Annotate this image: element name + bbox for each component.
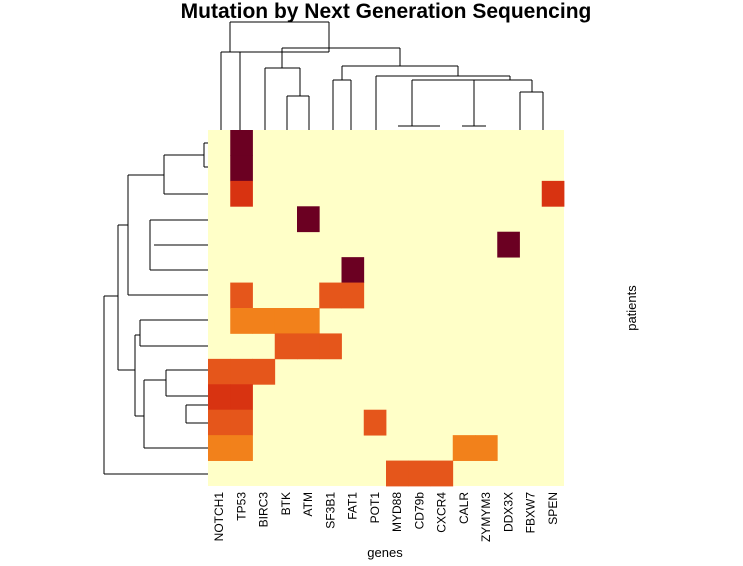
column-tick-label: BTK <box>279 492 293 515</box>
heatmap-cell <box>252 358 276 385</box>
x-axis-label: genes <box>367 545 403 560</box>
heatmap-cell <box>319 282 342 309</box>
column-tick-label: ATM <box>301 492 315 516</box>
heatmap-cell <box>230 435 253 461</box>
column-tick-label: SF3B1 <box>323 492 337 529</box>
column-tick-label: DDX3X <box>501 492 515 532</box>
heatmap-cell <box>208 435 231 461</box>
heatmap-cell <box>230 358 253 385</box>
heatmap-cell <box>274 333 298 360</box>
column-tick-label: FBXW7 <box>524 492 538 534</box>
heatmap-cell <box>252 308 276 334</box>
heatmap-cell <box>230 384 253 411</box>
column-tick-label: CD79b <box>412 492 426 530</box>
heatmap-cell <box>541 180 565 207</box>
heatmap-cell <box>408 460 431 487</box>
column-dendrogram <box>220 21 544 130</box>
column-tick-label: CALR <box>457 492 471 524</box>
heatmap-cell <box>230 282 253 309</box>
column-tick-label: MYD88 <box>390 492 404 532</box>
heatmap-cell <box>475 435 498 461</box>
row-dendrogram <box>103 142 208 475</box>
heatmap-cell <box>341 257 365 283</box>
heatmap-cells <box>208 130 565 487</box>
heatmap-cell <box>497 231 520 258</box>
column-tick-label: FAT1 <box>346 492 360 520</box>
heatmap-cell <box>297 333 320 360</box>
heatmap-cell <box>230 308 253 334</box>
heatmap-cell <box>341 282 365 309</box>
heatmap-cell <box>230 180 253 207</box>
column-tick-label: NOTCH1 <box>212 492 226 542</box>
column-tick-label: POT1 <box>368 492 382 524</box>
heatmap-cell <box>297 308 320 334</box>
heatmap-cell <box>274 308 298 334</box>
heatmap-cell <box>319 333 342 360</box>
heatmap-cell <box>230 409 253 436</box>
column-tick-label: CXCR4 <box>435 492 449 533</box>
chart-title: Mutation by Next Generation Sequencing <box>181 0 592 23</box>
column-tick-label: TP53 <box>234 492 248 521</box>
heatmap-cell <box>386 460 409 487</box>
heatmap-cell <box>430 460 454 487</box>
column-tick-label: BIRC3 <box>257 492 271 528</box>
column-tick-label: SPEN <box>546 492 560 525</box>
column-tick-label: ZYMYM3 <box>479 492 493 542</box>
heatmap-cell <box>297 206 320 233</box>
heatmap-cell <box>363 409 387 436</box>
heatmap-cell <box>230 155 253 182</box>
heatmap-cell <box>208 409 231 436</box>
heatmap-cell <box>208 384 231 411</box>
column-tick-labels: NOTCH1 TP53 BIRC3 BTK ATM SF3B1 FAT1 POT1 MYD88 C… <box>212 492 560 542</box>
y-axis-label: patients <box>624 285 639 331</box>
heatmap-cell <box>452 435 476 461</box>
heatmap-cell <box>230 130 253 156</box>
heatmap-cell <box>208 358 231 385</box>
